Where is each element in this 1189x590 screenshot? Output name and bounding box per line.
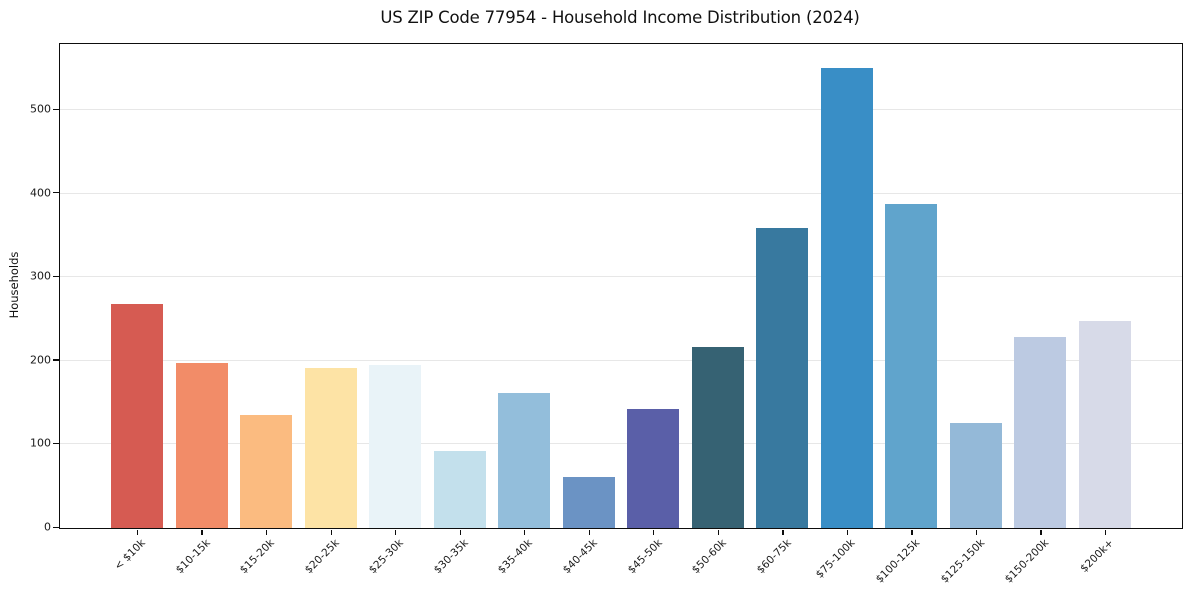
y-tick-label-200: 200 (30, 353, 51, 367)
bar-45-50k (627, 409, 680, 528)
bar-150-200k (1014, 337, 1067, 528)
y-axis-label: Households (7, 251, 21, 319)
y-tick-label-300: 300 (30, 269, 51, 283)
x-tick-label-7: $35-40k (496, 537, 536, 577)
gridline-400 (60, 192, 1182, 194)
x-tick-label-1: < $10k (112, 537, 148, 573)
x-tick-label-6: $30-35k (431, 537, 471, 577)
x-tick-label-10: $50-60k (689, 537, 729, 577)
x-tick-mark (975, 530, 978, 535)
x-tick-mark (717, 530, 719, 535)
x-tick-mark (1104, 530, 1107, 535)
x-tick-mark (136, 530, 139, 535)
x-tick-mark (782, 530, 784, 535)
x-tick-mark (330, 530, 332, 535)
gridline-500 (60, 109, 1182, 111)
bar-15-20k (240, 415, 293, 528)
y-tick-mark (53, 359, 59, 361)
x-tick-label-12: $75-100k (814, 537, 858, 581)
x-tick-label-16: $200k+ (1078, 537, 1116, 575)
x-tick-mark (201, 530, 203, 535)
x-tick-label-5: $25-30k (367, 537, 407, 577)
gridline-200 (60, 359, 1182, 361)
bar-35-40k (498, 392, 551, 528)
gridline-100 (60, 443, 1182, 445)
x-tick-mark (265, 530, 268, 535)
x-tick-label-8: $40-45k (560, 537, 600, 577)
x-tick-mark (524, 530, 526, 535)
x-tick-mark (395, 530, 397, 535)
bar-100-125k (885, 203, 938, 528)
x-tick-label-13: $100-125k (873, 537, 923, 586)
bar-60-75k (756, 227, 809, 528)
bar-20-25k (304, 368, 357, 528)
y-tick-mark (53, 442, 59, 445)
x-tick-label-2: $10-15k (173, 537, 213, 577)
y-tick-label-500: 500 (30, 102, 51, 116)
y-tick-mark (53, 526, 59, 528)
bar-30-35k (433, 451, 486, 528)
x-tick-mark (846, 530, 849, 535)
chart-title: US ZIP Code 77954 - Household Income Dis… (380, 8, 860, 27)
y-tick-label-400: 400 (30, 186, 51, 200)
y-tick-mark (53, 108, 59, 110)
x-tick-label-15: $150-200k (1002, 537, 1052, 586)
y-tick-mark (53, 192, 59, 194)
plot-area (59, 43, 1183, 529)
bar-40-45k (562, 477, 615, 528)
y-tick-label-0: 0 (44, 520, 51, 534)
gridline-300 (60, 276, 1182, 278)
bar-10-15k (175, 363, 228, 528)
bar-125-150k (949, 422, 1002, 528)
x-tick-label-11: $60-75k (754, 537, 794, 577)
bar-50-60k (691, 346, 744, 528)
y-tick-mark (53, 275, 59, 278)
x-tick-mark (653, 530, 655, 535)
x-tick-label-9: $45-50k (625, 537, 665, 577)
x-tick-label-3: $15-20k (237, 537, 278, 577)
bar-25-30k (369, 365, 422, 528)
bar-75-100k (820, 68, 873, 528)
x-tick-label-4: $20-25k (302, 537, 342, 577)
x-tick-mark (911, 530, 913, 535)
y-tick-label-100: 100 (30, 436, 51, 450)
bar-10k (111, 303, 163, 528)
x-tick-mark (1040, 530, 1042, 535)
x-tick-mark (588, 530, 590, 535)
x-tick-mark (459, 530, 461, 535)
bar-200k+ (1079, 320, 1131, 528)
x-tick-label-14: $125-150k (938, 537, 987, 586)
